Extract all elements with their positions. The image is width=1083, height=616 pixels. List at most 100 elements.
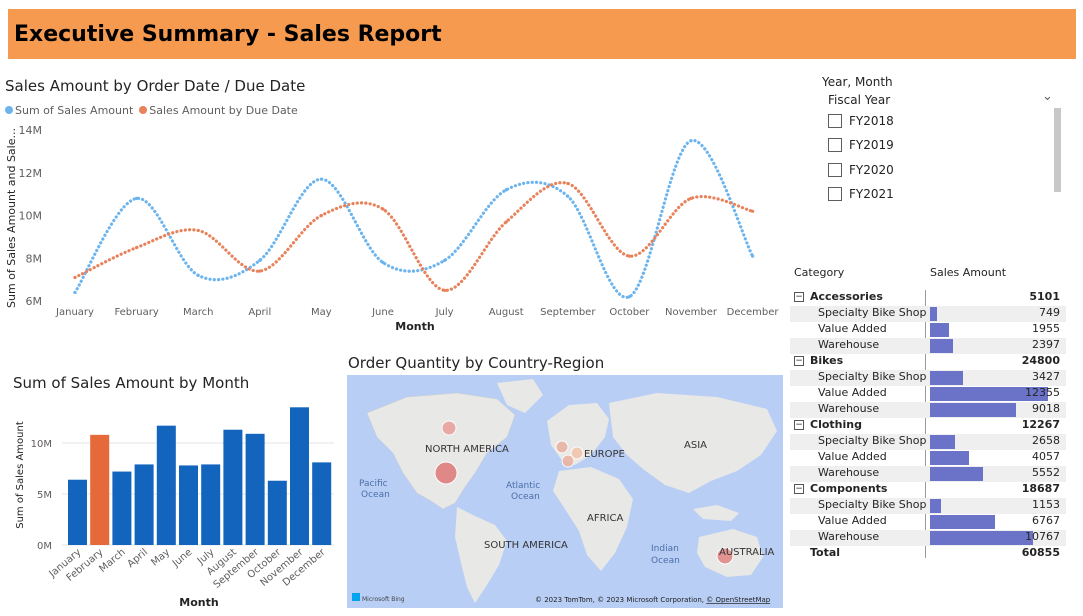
slicer-item-fy2021[interactable]: FY2021 — [828, 187, 894, 201]
map-land-asia — [609, 393, 777, 493]
row-value: 9018 — [1032, 402, 1060, 415]
row-value: 3427 — [1032, 370, 1060, 383]
line-chart[interactable]: 14M 12M 10M 8M 6M Sum of Sales Amount and Sal… — [0, 118, 790, 338]
row-value: 1955 — [1032, 322, 1060, 335]
group-total: 5101 — [1029, 290, 1060, 303]
row-label: Warehouse — [818, 466, 880, 479]
line-point — [627, 254, 632, 258]
slicer-item-fy2019[interactable]: FY2019 — [828, 138, 894, 152]
matrix-group-row[interactable]: − Accessories 5101 — [790, 290, 1066, 306]
map-label-africa: AFRICA — [587, 513, 623, 524]
map-land-south-america — [455, 507, 507, 603]
checkbox-icon[interactable] — [828, 114, 842, 128]
data-bar — [930, 387, 1048, 401]
y-tick-label: 8M — [26, 252, 43, 265]
matrix-row[interactable]: Warehouse 2397 — [790, 338, 1066, 354]
line-point — [196, 228, 200, 233]
line-point — [443, 288, 447, 292]
slicer-item-fy2018[interactable]: FY2018 — [828, 114, 894, 128]
line-point — [135, 196, 139, 200]
bar-march — [112, 471, 132, 545]
line-point — [689, 196, 693, 200]
row-label: Warehouse — [818, 530, 880, 543]
matrix-row[interactable]: Warehouse 10767 — [790, 530, 1066, 546]
bar-october — [267, 480, 287, 545]
bar-june — [179, 465, 198, 545]
bar-december — [312, 462, 332, 545]
line-point — [566, 181, 570, 186]
row-value: 6767 — [1032, 514, 1060, 527]
row-label: Value Added — [818, 450, 887, 463]
matrix-group-row[interactable]: − Bikes 24800 — [790, 354, 1066, 370]
map-label-australia: AUSTRALIA — [719, 547, 775, 558]
x-axis-label: Month — [395, 320, 434, 333]
line-point — [381, 207, 385, 211]
bubble-france — [561, 454, 575, 468]
bar-january — [68, 479, 87, 545]
x-tick-label: April — [248, 307, 271, 318]
map-label-north-america: NORTH AMERICA — [425, 444, 509, 455]
row-value: 4057 — [1032, 450, 1060, 463]
line-point — [504, 220, 508, 224]
matrix-group-row[interactable]: − Components 18687 — [790, 482, 1066, 498]
legend-item-sales[interactable]: Sum of Sales Amount — [5, 104, 133, 117]
map-land-north-america — [366, 392, 516, 510]
data-bar — [930, 323, 949, 337]
legend-item-due[interactable]: Sales Amount by Due Date — [139, 104, 298, 117]
bar-april — [134, 464, 154, 545]
chevron-down-icon[interactable]: ⌄ — [1042, 89, 1053, 104]
total-label: Total — [810, 546, 841, 559]
line-point — [73, 290, 77, 295]
group-total: 18687 — [1021, 482, 1060, 495]
matrix-row[interactable]: Value Added 4057 — [790, 450, 1066, 466]
matrix-row[interactable]: Specialty Bike Shop 2658 — [790, 434, 1066, 450]
matrix-row[interactable]: Value Added 1955 — [790, 322, 1066, 338]
matrix-header-sales[interactable]: Sales Amount — [930, 266, 1007, 279]
map-land-africa — [553, 467, 633, 571]
map-title: Order Quantity by Country-Region — [348, 354, 605, 372]
row-label: Value Added — [818, 322, 887, 335]
checkbox-icon[interactable] — [828, 187, 842, 201]
matrix-row[interactable]: Specialty Bike Shop 1153 — [790, 498, 1066, 514]
map-label-pacific-2: Ocean — [361, 490, 390, 500]
map-land-greenland — [497, 379, 543, 413]
collapse-icon[interactable]: − — [794, 484, 804, 494]
group-total: 12267 — [1021, 418, 1060, 431]
bar-x-axis-label: Month — [179, 596, 218, 609]
bar-chart-title: Sum of Sales Amount by Month — [13, 374, 250, 392]
x-tick-label: September — [540, 307, 596, 318]
matrix-row[interactable]: Warehouse 9018 — [790, 402, 1066, 418]
collapse-icon[interactable]: − — [794, 420, 804, 430]
matrix-row[interactable]: Warehouse 5552 — [790, 466, 1066, 482]
bar-september — [245, 433, 265, 545]
slicer-header: Fiscal Year — [828, 93, 891, 107]
collapse-icon[interactable]: − — [794, 292, 804, 302]
matrix-group-row[interactable]: − Clothing 12267 — [790, 418, 1066, 434]
line-point — [319, 213, 323, 218]
matrix-row[interactable]: Specialty Bike Shop 3427 — [790, 370, 1066, 386]
row-value: 10767 — [1025, 530, 1060, 543]
data-bar — [930, 499, 941, 513]
slicer-scrollbar[interactable] — [1054, 108, 1061, 192]
y-tick-label: 14M — [19, 124, 43, 137]
collapse-icon[interactable]: − — [794, 356, 804, 366]
bar-august — [223, 429, 243, 545]
total-value: 60855 — [1021, 546, 1060, 559]
bing-logo-icon — [352, 593, 360, 601]
matrix-row[interactable]: Value Added 6767 — [790, 514, 1066, 530]
line-point — [751, 209, 755, 213]
checkbox-icon[interactable] — [828, 163, 842, 177]
line-point — [135, 245, 139, 250]
matrix-header-category: Category — [794, 266, 845, 279]
slicer-item-fy2020[interactable]: FY2020 — [828, 163, 894, 177]
group-label: Components — [810, 482, 888, 495]
matrix-row[interactable]: Specialty Bike Shop 749 — [790, 306, 1066, 322]
matrix-row[interactable]: Value Added 12355 — [790, 386, 1066, 402]
bar-may — [156, 425, 176, 545]
row-label: Specialty Bike Shop — [818, 370, 927, 383]
line-chart-legend[interactable]: Sum of Sales Amount Sales Amount by Due … — [5, 104, 298, 117]
checkbox-icon[interactable] — [828, 138, 842, 152]
row-label: Warehouse — [818, 402, 880, 415]
world-map[interactable]: NORTH AMERICA EUROPE ASIA AFRICA SOUTH A… — [347, 375, 783, 608]
